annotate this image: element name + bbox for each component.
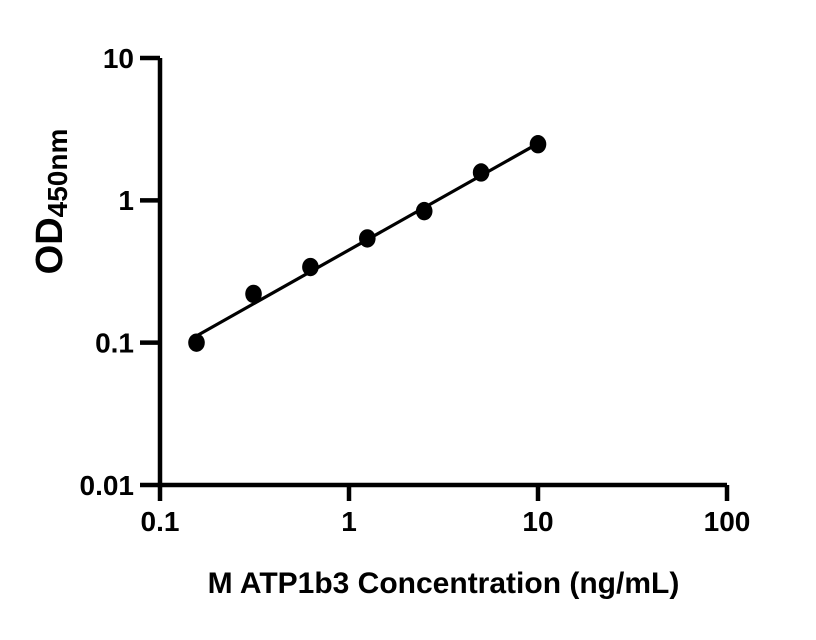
x-tick-label: 10 — [522, 506, 553, 537]
x-tick-label: 0.1 — [141, 506, 180, 537]
data-point — [245, 284, 262, 304]
y-tick-label: 0.1 — [95, 327, 134, 358]
y-tick-label: 10 — [103, 43, 134, 74]
data-point — [529, 134, 547, 154]
y-axis-title: OD450nm — [29, 129, 73, 275]
x-axis-title: M ATP1b3 Concentration (ng/mL) — [208, 567, 680, 600]
data-point — [188, 333, 205, 352]
data-point — [359, 229, 376, 248]
y-axis-title-subscript: 450nm — [42, 129, 73, 218]
x-tick-label: 100 — [704, 506, 751, 537]
y-tick-label: 1 — [118, 185, 134, 216]
data-point — [472, 163, 490, 182]
y-axis-title-main: OD — [29, 217, 71, 274]
x-tick-label: 1 — [341, 506, 357, 537]
data-point — [415, 201, 433, 221]
data-point — [302, 257, 319, 277]
y-tick-label: 0.01 — [80, 470, 135, 501]
